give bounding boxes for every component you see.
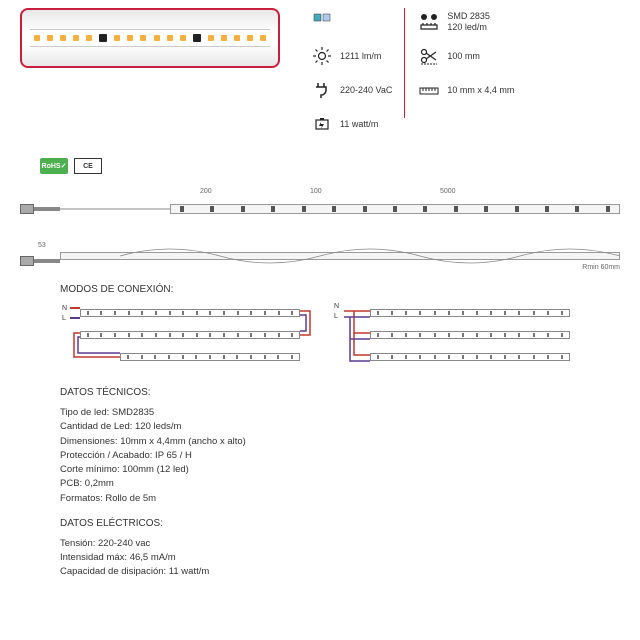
spec-smd: SMD 2835120 led/m xyxy=(417,8,514,36)
watt-value: 11 watt/m xyxy=(340,119,378,130)
tech-formats: Formatos: Rollo de 5m xyxy=(60,492,580,506)
elec-dissipation: Capacidad de disipación: 11 watt/m xyxy=(60,565,580,579)
scissors-icon xyxy=(417,44,441,68)
cable-end-2 xyxy=(20,254,60,268)
chip-icon xyxy=(417,10,441,34)
cable-end xyxy=(20,202,60,216)
led-strip-image xyxy=(30,29,270,47)
dim-connector: 53 xyxy=(38,242,46,249)
dim-value: 10 mm x 4,4 mm xyxy=(447,85,514,96)
smd-value: SMD 2835120 led/m xyxy=(447,11,490,33)
tech-led-qty: Cantidad de Led: 120 leds/m xyxy=(60,420,580,434)
technical-data: DATOS TÉCNICOS: Tipo de led: SMD2835 Can… xyxy=(20,387,620,580)
spec-cut: 100 mm xyxy=(417,42,514,70)
tech-led-type: Tipo de led: SMD2835 xyxy=(60,406,580,420)
top-section: 1211 lm/m 220-240 VaC 11 watt/m xyxy=(0,0,640,150)
voltage-value: 220-240 VaC xyxy=(340,85,392,96)
lumen-value: 1211 lm/m xyxy=(340,51,381,62)
sun-icon xyxy=(310,44,334,68)
divider xyxy=(404,8,405,118)
spec-lumen: 1211 lm/m xyxy=(310,42,392,70)
elec-intensity: Intensidad máx: 46,5 mA/m xyxy=(60,551,580,565)
rohs-badge: RoHS ✓ xyxy=(40,158,68,174)
dim-segment: 100 xyxy=(310,188,322,195)
dim-total: 5000 xyxy=(440,188,456,195)
tech-protection: Protección / Acabado: IP 65 / H xyxy=(60,449,580,463)
spec-dim: 10 mm x 4,4 mm xyxy=(417,76,514,104)
tech-heading: DATOS TÉCNICOS: xyxy=(60,387,580,398)
tech-pcb: PCB: 0,2mm xyxy=(60,477,580,491)
ce-badge: CE xyxy=(74,158,102,174)
elec-tension: Tensión: 220-240 vac xyxy=(60,537,580,551)
wavy-diagram: 53 Rmin 60mm xyxy=(20,238,620,274)
battery-icon xyxy=(310,112,334,136)
color-icon xyxy=(310,10,334,34)
cut-value: 100 mm xyxy=(447,51,480,62)
connection-diagrams: N L N L xyxy=(20,301,620,371)
tech-dimensions: Dimensiones: 10mm x 4,4mm (ancho x alto) xyxy=(60,435,580,449)
spec-watt: 11 watt/m xyxy=(310,110,392,138)
spec-color xyxy=(310,8,392,36)
product-photo xyxy=(20,8,280,68)
elec-heading: DATOS ELÉCTRICOS: xyxy=(60,518,580,529)
parallel-connection: N L xyxy=(330,301,580,371)
dim-cable: 200 xyxy=(200,188,212,195)
dim-rmin: Rmin 60mm xyxy=(582,264,620,271)
series-connection: N L xyxy=(60,301,310,371)
tech-min-cut: Corte mínimo: 100mm (12 led) xyxy=(60,463,580,477)
spec-voltage: 220-240 VaC xyxy=(310,76,392,104)
specs-grid: 1211 lm/m 220-240 VaC 11 watt/m xyxy=(310,8,514,138)
connection-heading: MODOS DE CONEXIÓN: xyxy=(60,284,620,295)
ruler-icon xyxy=(417,78,441,102)
certifications: RoHS ✓ CE xyxy=(0,158,640,174)
straight-diagram: 200 100 5000 xyxy=(20,186,620,226)
plug-icon xyxy=(310,78,334,102)
diagrams: 200 100 5000 53 Rmin 60mm MODOS DE CONEX… xyxy=(0,174,640,588)
